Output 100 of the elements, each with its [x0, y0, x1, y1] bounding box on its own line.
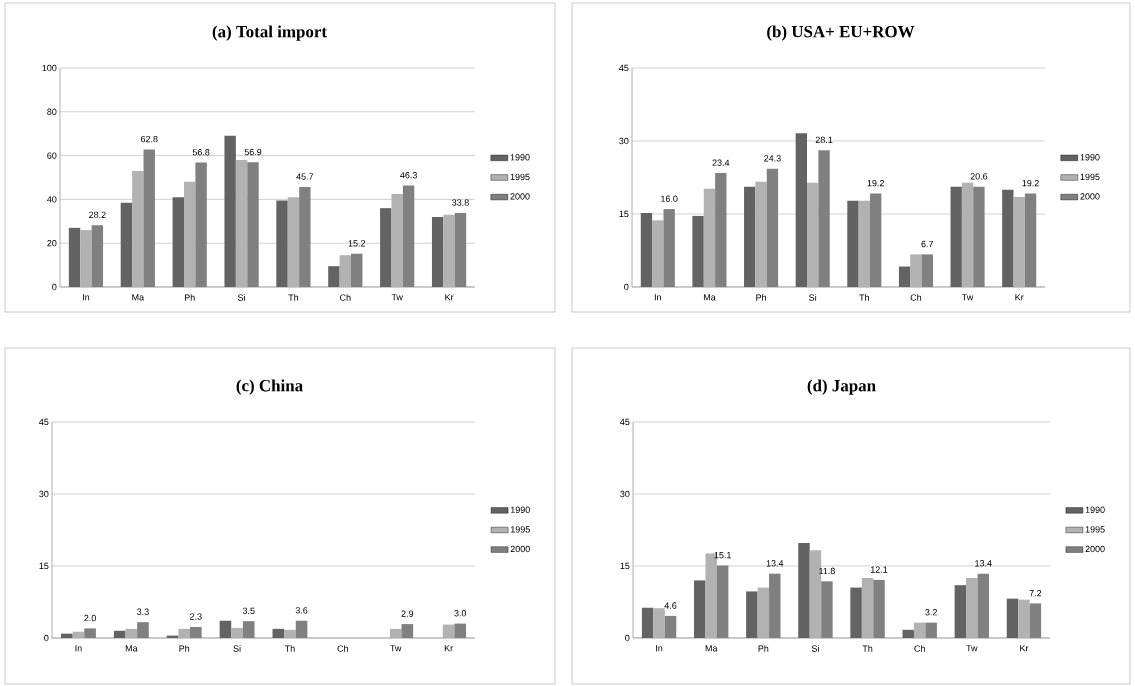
x-tick-label: Th	[862, 645, 873, 652]
data-label: 11.8	[819, 567, 835, 575]
data-label: 28.2	[89, 211, 106, 219]
x-tick-label: Ph	[756, 294, 766, 301]
data-label: 19.2	[867, 180, 884, 187]
y-tick-label: 60	[47, 152, 57, 159]
data-label: 16.0	[661, 195, 678, 202]
bar	[694, 580, 706, 638]
bar	[973, 186, 985, 287]
data-label: 3.3	[137, 608, 149, 615]
bar	[143, 149, 155, 287]
bar	[902, 629, 914, 638]
bar	[454, 212, 467, 287]
bar	[795, 133, 808, 287]
bar	[443, 214, 455, 287]
bar	[652, 220, 664, 287]
bar	[1006, 598, 1019, 638]
data-label: 46.3	[400, 172, 417, 179]
y-tick-label: 45	[619, 64, 629, 72]
bar	[183, 181, 196, 287]
legend-label: 2000	[510, 545, 530, 553]
data-label: 7.2	[1029, 589, 1042, 597]
bar	[755, 181, 767, 287]
x-tick-label: Ma	[703, 294, 716, 301]
legend-label: 1990	[1080, 154, 1100, 161]
x-tick-label: Si	[809, 294, 817, 301]
x-tick-label: Th	[288, 294, 299, 301]
bar	[716, 565, 729, 638]
x-tick-label: In	[83, 294, 90, 301]
x-tick-label: Ch	[914, 645, 925, 652]
bar	[850, 587, 862, 638]
x-tick-label: Kr	[1020, 645, 1029, 652]
bar	[807, 182, 819, 287]
legend-label: 1990	[1085, 506, 1105, 513]
x-tick-label: Si	[237, 294, 245, 301]
bar	[821, 581, 833, 638]
bar	[744, 186, 756, 287]
data-label: 33.8	[452, 199, 469, 206]
bar	[1029, 603, 1042, 638]
x-tick-label: Tw	[962, 294, 974, 301]
bar	[921, 254, 933, 287]
data-label: 6.7	[921, 240, 934, 248]
y-tick-label: 45	[620, 418, 630, 426]
y-tick-label: 15	[620, 562, 630, 570]
y-tick-label: 0	[44, 634, 49, 642]
bar	[966, 577, 978, 638]
bar	[746, 591, 758, 638]
bar	[910, 254, 922, 287]
data-label: 19.2	[1022, 180, 1039, 187]
x-tick-label: Tw	[966, 645, 978, 652]
data-label: 56.8	[192, 149, 210, 156]
data-label: 4.6	[664, 602, 677, 609]
data-label: 13.4	[766, 560, 784, 567]
data-label: 2.3	[190, 613, 202, 620]
legend-label: 1995	[510, 173, 530, 181]
bar	[431, 216, 444, 287]
bar	[950, 186, 962, 287]
bar	[640, 213, 653, 287]
bar	[1024, 193, 1037, 287]
x-tick-label: Si	[233, 645, 241, 652]
bar	[68, 227, 81, 287]
y-tick-label: 40	[47, 196, 57, 203]
bar	[1013, 196, 1025, 287]
bar	[120, 202, 133, 287]
data-label: 15.2	[348, 240, 365, 247]
legend-label: 2000	[1085, 545, 1105, 553]
x-tick-label: Ma	[132, 294, 145, 301]
chart-title: (a) Total import	[212, 25, 327, 41]
x-tick-label: Tw	[390, 645, 402, 652]
bar	[351, 253, 363, 287]
bar	[276, 200, 288, 287]
data-label: 20.6	[970, 173, 988, 180]
bar	[1002, 189, 1014, 287]
bar	[299, 186, 311, 287]
legend-label: 2000	[510, 193, 530, 200]
data-label: 23.4	[712, 159, 730, 166]
bar	[925, 622, 937, 638]
y-tick-label: 100	[42, 64, 57, 72]
legend-label: 1995	[510, 526, 530, 533]
x-tick-label: In	[654, 294, 661, 301]
data-label: 3.0	[454, 610, 467, 617]
data-label: 45.7	[296, 173, 314, 180]
data-label: 3.6	[295, 607, 308, 614]
bar	[715, 173, 727, 287]
x-tick-label: Kr	[444, 645, 453, 652]
data-label: 3.2	[925, 609, 937, 616]
x-tick-label: Tw	[391, 294, 403, 301]
bar	[818, 150, 830, 287]
x-tick-label: Si	[811, 645, 819, 652]
data-label: 3.5	[242, 607, 255, 614]
legend-label: 1990	[510, 506, 530, 513]
x-tick-label: Th	[284, 645, 295, 652]
bar	[380, 208, 392, 287]
x-tick-label: Ma	[125, 645, 138, 652]
bar	[663, 209, 675, 287]
bar	[898, 266, 911, 287]
data-label: 13.4	[975, 560, 992, 567]
bar	[653, 608, 665, 638]
bar	[769, 573, 781, 638]
y-tick-label: 80	[47, 108, 57, 115]
